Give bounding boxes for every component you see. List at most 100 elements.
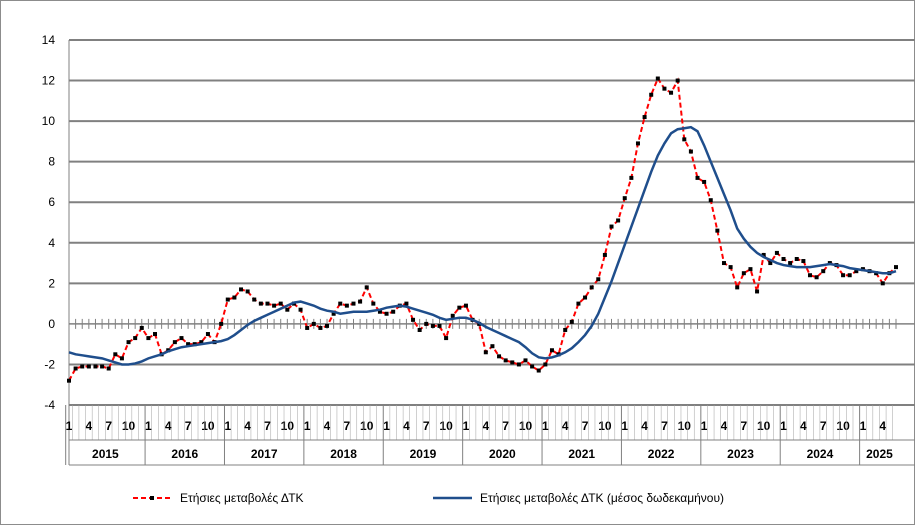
x-month-label: 10 bbox=[757, 419, 771, 433]
data-point bbox=[596, 277, 601, 282]
data-point bbox=[483, 350, 488, 355]
data-point bbox=[894, 265, 898, 270]
y-tick-label: 6 bbox=[48, 195, 55, 209]
x-month-label: 4 bbox=[879, 419, 886, 433]
y-tick-label: 0 bbox=[48, 317, 55, 331]
data-point bbox=[411, 317, 416, 322]
data-point bbox=[622, 196, 627, 201]
x-month-label: 1 bbox=[304, 419, 311, 433]
data-point bbox=[576, 301, 581, 306]
data-point bbox=[841, 273, 846, 278]
x-year-label: 2021 bbox=[568, 447, 595, 461]
legend: Ετήσιες μεταβολές ΔΤΚ Ετήσιες μεταβολές … bbox=[133, 491, 724, 505]
y-tick-label: -4 bbox=[44, 398, 55, 412]
data-point bbox=[272, 303, 277, 308]
data-point bbox=[430, 323, 435, 328]
data-point bbox=[245, 289, 250, 294]
data-point bbox=[781, 257, 786, 261]
x-month-label: 1 bbox=[701, 419, 708, 433]
x-month-label: 7 bbox=[105, 419, 112, 433]
x-month-label: 4 bbox=[86, 419, 93, 433]
data-point bbox=[728, 265, 733, 270]
data-point bbox=[814, 275, 819, 280]
x-year-label: 2017 bbox=[251, 447, 278, 461]
data-point bbox=[450, 313, 455, 318]
data-point bbox=[880, 281, 885, 286]
data-point bbox=[688, 149, 693, 154]
data-point bbox=[139, 325, 144, 330]
x-year-label: 2024 bbox=[807, 447, 834, 461]
data-point bbox=[510, 360, 515, 365]
data-point bbox=[616, 218, 621, 223]
data-point bbox=[417, 327, 422, 332]
data-point bbox=[331, 311, 336, 316]
data-point bbox=[252, 297, 257, 302]
x-month-label: 1 bbox=[542, 419, 549, 433]
data-point bbox=[463, 303, 468, 308]
data-point bbox=[583, 295, 588, 300]
data-point bbox=[318, 325, 323, 330]
y-tick-label: 12 bbox=[42, 74, 56, 88]
series-twelve-month-average bbox=[68, 125, 897, 366]
data-point bbox=[536, 368, 541, 373]
data-point bbox=[490, 344, 495, 349]
x-month-label: 4 bbox=[641, 419, 648, 433]
x-month-label: 10 bbox=[678, 419, 692, 433]
data-point bbox=[748, 267, 753, 272]
data-point bbox=[199, 340, 204, 345]
data-point bbox=[569, 319, 574, 324]
data-point bbox=[788, 261, 793, 266]
x-month-label: 10 bbox=[439, 419, 453, 433]
x-month-label: 10 bbox=[519, 419, 533, 433]
data-point bbox=[133, 336, 138, 341]
data-point bbox=[530, 364, 535, 369]
data-point bbox=[100, 364, 105, 369]
data-point bbox=[258, 301, 263, 306]
data-point bbox=[305, 325, 310, 330]
data-point bbox=[225, 297, 230, 302]
data-point bbox=[126, 340, 131, 345]
data-point bbox=[239, 287, 244, 292]
x-month-label: 10 bbox=[598, 419, 612, 433]
data-point bbox=[285, 307, 290, 312]
x-month-label: 1 bbox=[145, 419, 152, 433]
data-point bbox=[186, 342, 191, 347]
data-point bbox=[629, 175, 634, 180]
data-point bbox=[497, 354, 502, 359]
x-month-label: 4 bbox=[165, 419, 172, 433]
data-point bbox=[338, 301, 343, 306]
data-point bbox=[715, 228, 720, 233]
data-point bbox=[682, 137, 687, 142]
data-point bbox=[391, 309, 396, 314]
data-point bbox=[649, 92, 654, 97]
x-year-label: 2015 bbox=[92, 447, 119, 461]
data-point bbox=[219, 321, 224, 326]
data-point bbox=[675, 78, 680, 83]
data-point bbox=[278, 301, 283, 306]
data-point bbox=[364, 285, 369, 290]
x-month-label: 1 bbox=[621, 419, 628, 433]
data-point bbox=[761, 252, 766, 257]
data-point bbox=[80, 364, 85, 369]
x-month-label: 1 bbox=[66, 419, 73, 433]
data-point bbox=[503, 358, 508, 363]
x-month-label: 7 bbox=[423, 419, 430, 433]
x-month-label: 7 bbox=[582, 419, 589, 433]
x-month-label: 7 bbox=[344, 419, 351, 433]
x-month-label: 1 bbox=[224, 419, 231, 433]
x-month-label: 4 bbox=[721, 419, 728, 433]
x-month-label: 10 bbox=[836, 419, 850, 433]
data-point bbox=[768, 261, 773, 266]
data-point bbox=[662, 86, 667, 91]
data-point bbox=[106, 366, 111, 371]
data-point bbox=[695, 175, 700, 180]
data-point bbox=[821, 269, 826, 274]
y-axis: 14 12 10 8 6 4 2 0 -2 -4 bbox=[42, 33, 70, 465]
x-month-label: 7 bbox=[185, 419, 192, 433]
y-tick-label: 4 bbox=[48, 236, 55, 250]
data-point bbox=[543, 362, 548, 367]
x-month-label: 4 bbox=[324, 419, 331, 433]
x-year-label: 2025 bbox=[866, 447, 893, 461]
